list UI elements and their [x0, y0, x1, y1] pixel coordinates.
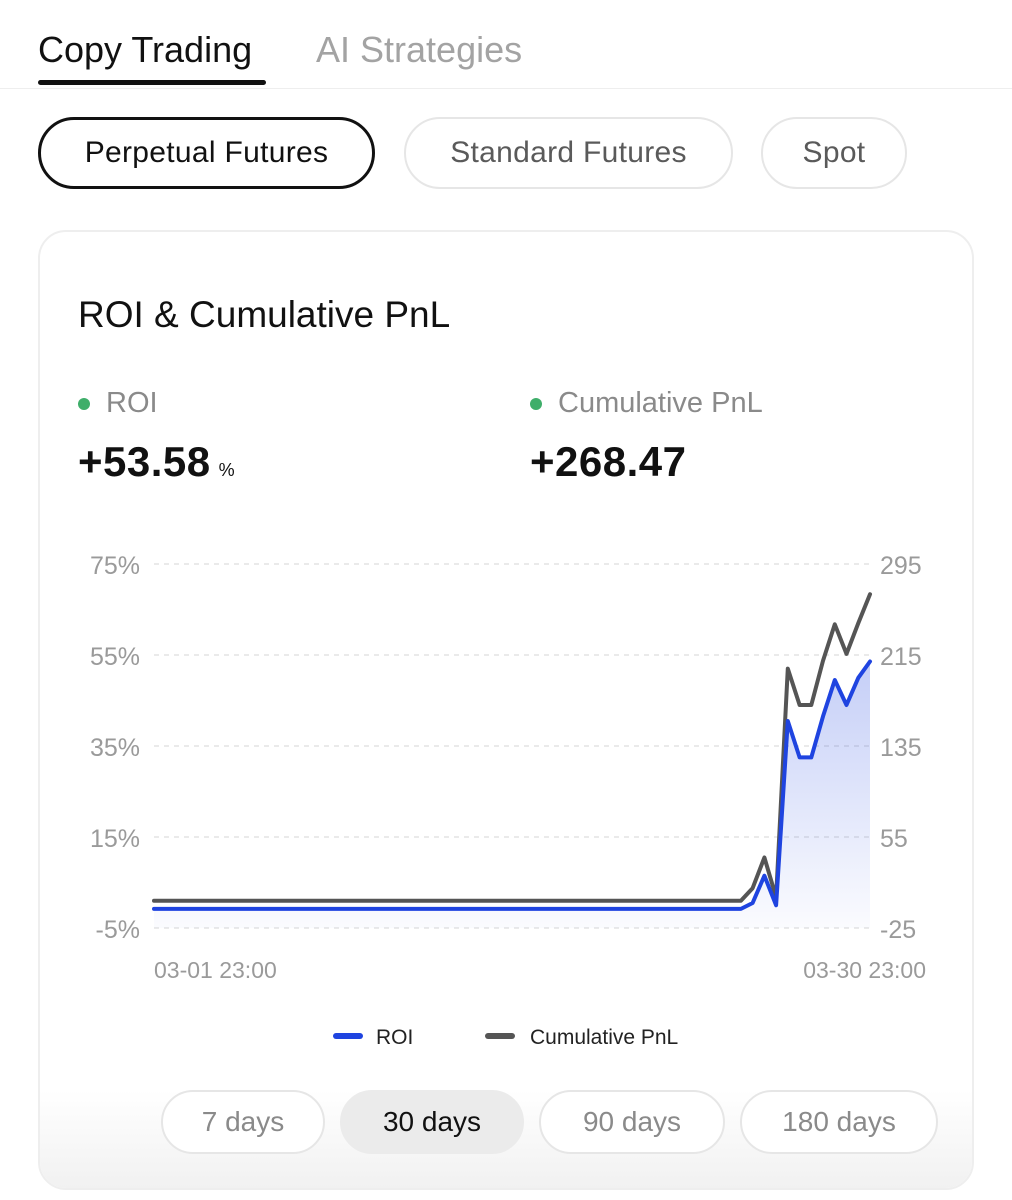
- roi-value-unit: %: [218, 460, 236, 480]
- pnl-status-dot: [530, 397, 542, 410]
- pill-spot[interactable]: Spot: [761, 117, 907, 189]
- left-axis-tick-label: 15%: [90, 825, 140, 853]
- pnl-value: +268.47: [530, 438, 687, 485]
- right-axis-tick-label: 135: [880, 734, 922, 762]
- x-axis-start-label: 03-01 23:00: [154, 957, 277, 983]
- right-axis-tick-label: 55: [880, 825, 908, 853]
- range-180-days-button[interactable]: 180 days: [740, 1090, 938, 1154]
- roi-label: ROI: [78, 387, 158, 420]
- cumulative-pnl-series-line: [152, 592, 872, 903]
- tab-ai-strategies[interactable]: AI Strategies: [316, 29, 523, 70]
- roi-value: +53.58%: [78, 438, 235, 486]
- roi-series-line: [152, 659, 872, 911]
- card-title: ROI & Cumulative PnL: [78, 294, 451, 335]
- left-axis-tick-label: -5%: [96, 916, 140, 944]
- legend-label: ROI: [376, 1026, 413, 1049]
- legend-label: Cumulative PnL: [530, 1026, 678, 1049]
- roi-value-number: +53.58: [78, 438, 211, 485]
- left-axis-tick-label: 35%: [90, 734, 140, 762]
- range-30-days-button[interactable]: 30 days: [340, 1090, 524, 1154]
- x-axis-end-label: 03-30 23:00: [803, 957, 926, 983]
- roi-status-dot: [78, 397, 90, 410]
- active-tab-indicator: [38, 80, 266, 85]
- left-axis-tick-label: 55%: [90, 643, 140, 671]
- right-axis-tick-label: -25: [880, 916, 916, 944]
- range-7-days-button[interactable]: 7 days: [161, 1090, 325, 1154]
- pnl-label: Cumulative PnL: [530, 387, 763, 420]
- tab-copy-trading[interactable]: Copy Trading: [38, 29, 253, 70]
- pill-standard-futures[interactable]: Standard Futures: [404, 117, 733, 189]
- pill-perpetual-futures[interactable]: Perpetual Futures: [38, 117, 375, 189]
- right-axis-tick-label: 295: [880, 552, 922, 580]
- roi-pnl-chart: 75% 295 55% 215 35% 135 15% 55 -5% -25 03-01 23:00…: [90, 552, 926, 1049]
- right-axis-tick-label: 215: [880, 643, 922, 671]
- left-axis-tick-label: 75%: [90, 552, 140, 580]
- top-tab-bar: Copy Trading AI Strategies: [0, 0, 1012, 89]
- roi-label-text: ROI: [106, 387, 158, 419]
- pnl-label-text: Cumulative PnL: [558, 387, 763, 419]
- roi-pnl-card: ROI & Cumulative PnL ROI +53.58% Cumulat…: [38, 230, 974, 1190]
- range-90-days-button[interactable]: 90 days: [539, 1090, 725, 1154]
- roi-area-fill: [154, 661, 870, 928]
